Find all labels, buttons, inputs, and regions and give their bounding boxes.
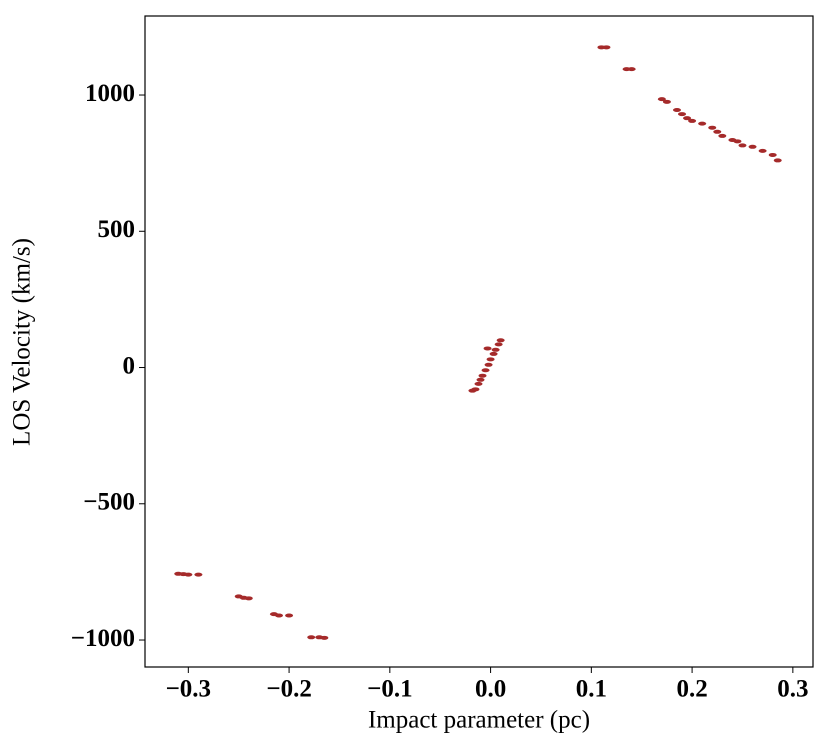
point <box>773 158 782 163</box>
point <box>768 152 777 157</box>
point <box>602 45 611 50</box>
point <box>194 572 203 577</box>
point <box>688 118 697 123</box>
x-tick-label: −0.1 <box>367 676 413 703</box>
point <box>320 635 329 640</box>
point <box>718 133 727 138</box>
point <box>683 116 692 121</box>
y-tick-label: −1000 <box>71 625 135 652</box>
point <box>491 347 500 352</box>
point <box>494 342 503 347</box>
point <box>481 368 490 373</box>
point <box>678 112 687 117</box>
point <box>184 572 193 577</box>
point <box>738 143 747 148</box>
point <box>478 373 487 378</box>
point <box>275 613 284 618</box>
x-tick-label: −0.3 <box>166 676 212 703</box>
point <box>476 377 485 382</box>
y-axis-label: LOS Velocity (km/s) <box>9 238 36 446</box>
point <box>244 596 253 601</box>
x-axis-label: Impact parameter (pc) <box>368 707 590 734</box>
point <box>713 129 722 134</box>
x-tick-label: 0.1 <box>576 676 607 703</box>
point <box>496 338 505 343</box>
point <box>708 125 717 130</box>
point <box>474 381 483 386</box>
point <box>285 613 294 618</box>
point <box>471 387 480 392</box>
y-tick-label: −500 <box>83 489 135 516</box>
point <box>486 357 495 362</box>
point <box>662 99 671 104</box>
x-tick-label: 0.2 <box>676 676 707 703</box>
x-tick-label: −0.2 <box>266 676 312 703</box>
y-tick-label: 0 <box>123 352 136 379</box>
point <box>748 144 757 149</box>
x-tick-label: 0.3 <box>777 676 808 703</box>
point <box>489 351 498 356</box>
x-tick-label: 0.0 <box>475 676 506 703</box>
plot-frame <box>144 15 814 668</box>
point <box>698 121 707 126</box>
point <box>657 97 666 102</box>
point <box>484 362 493 367</box>
point <box>758 148 767 153</box>
y-tick-label: 500 <box>98 216 136 243</box>
point <box>483 346 492 351</box>
point <box>627 67 636 72</box>
point <box>733 139 742 144</box>
point <box>672 108 681 113</box>
y-tick-label: 1000 <box>85 80 135 107</box>
point <box>307 635 316 640</box>
